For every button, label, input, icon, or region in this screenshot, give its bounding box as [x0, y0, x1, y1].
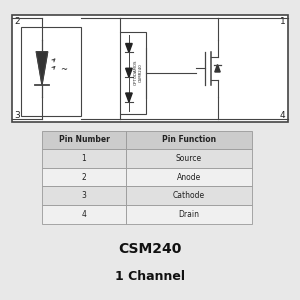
Text: Pin Function: Pin Function [162, 135, 216, 144]
Text: 4: 4 [280, 111, 286, 120]
Polygon shape [215, 64, 220, 72]
Bar [126, 205, 252, 224]
Bar [42, 149, 126, 168]
Bar [126, 130, 252, 149]
Bar [21, 27, 81, 116]
Bar [126, 186, 252, 205]
Polygon shape [126, 93, 132, 102]
Bar [42, 205, 126, 224]
Text: 3: 3 [82, 191, 86, 200]
Bar [42, 186, 126, 205]
Bar [120, 32, 146, 114]
Text: 1: 1 [82, 154, 86, 163]
Text: 1 Channel: 1 Channel [115, 269, 185, 283]
Bar [42, 130, 126, 149]
Bar [126, 149, 252, 168]
Bar [126, 168, 252, 186]
Text: 4: 4 [82, 210, 86, 219]
Text: Anode: Anode [177, 172, 201, 182]
Text: 2: 2 [82, 172, 86, 182]
Polygon shape [126, 44, 132, 52]
Polygon shape [126, 68, 132, 77]
Polygon shape [36, 52, 48, 85]
Bar [12, 15, 288, 122]
Text: Pin Number: Pin Number [58, 135, 110, 144]
Text: ~: ~ [61, 65, 68, 74]
Text: Drain: Drain [178, 210, 200, 219]
Text: Cathode: Cathode [173, 191, 205, 200]
Text: CSM240: CSM240 [118, 242, 182, 256]
Bar [42, 168, 126, 186]
Text: OPTODAMOS
CSMR240: OPTODAMOS CSMR240 [134, 60, 143, 85]
Text: 2: 2 [14, 16, 20, 26]
Text: 1: 1 [280, 16, 286, 26]
Text: Source: Source [176, 154, 202, 163]
Text: 3: 3 [14, 111, 20, 120]
